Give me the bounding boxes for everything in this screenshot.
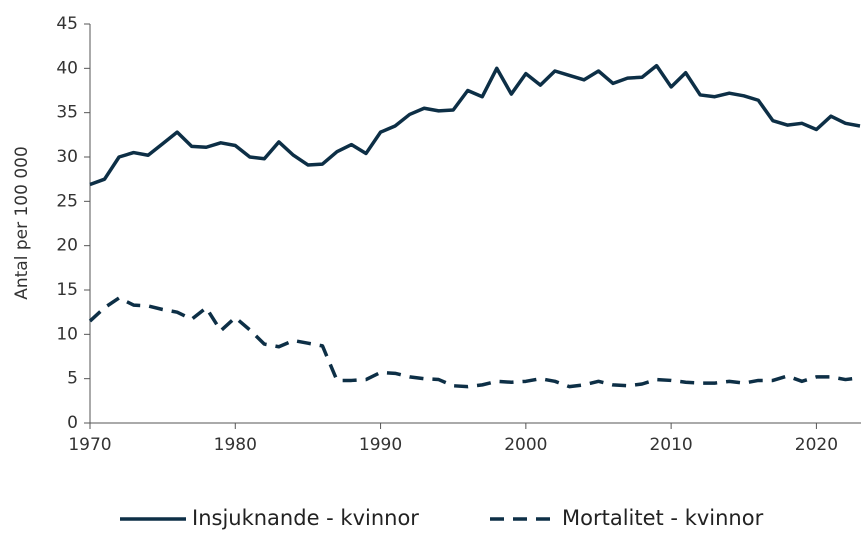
legend-label: Mortalitet - kvinnor: [562, 506, 764, 530]
y-tick-label: 30: [56, 147, 78, 167]
y-tick-label: 25: [56, 191, 78, 211]
y-tick-label: 35: [56, 103, 78, 123]
x-tick-label: 1980: [214, 435, 257, 455]
y-tick-label: 40: [56, 58, 78, 78]
x-tick-label: 2010: [649, 435, 692, 455]
y-axis-label: Antal per 100 000: [12, 146, 32, 300]
y-tick-label: 5: [67, 369, 78, 389]
x-tick-label: 1970: [68, 435, 111, 455]
y-tick-label: 20: [56, 236, 78, 256]
series-line: [88, 296, 861, 389]
y-tick-label: 45: [56, 14, 78, 34]
legend-label: Insjuknande - kvinnor: [192, 506, 419, 530]
x-tick-label: 2020: [795, 435, 838, 455]
y-tick-label: 10: [56, 324, 78, 344]
x-tick-label: 1990: [359, 435, 402, 455]
y-tick-label: 0: [67, 413, 78, 433]
x-tick-label: 2000: [504, 435, 547, 455]
series-line: [89, 63, 861, 187]
y-tick-label: 15: [56, 280, 78, 300]
